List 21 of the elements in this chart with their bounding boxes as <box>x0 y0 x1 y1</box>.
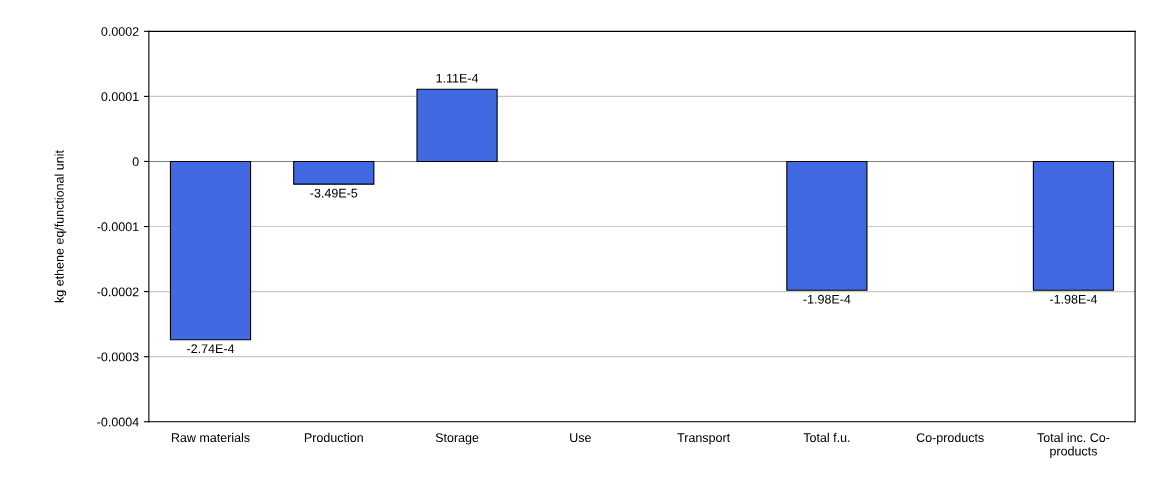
data-label: -1.98E-4 <box>803 294 851 304</box>
y-tick-label: 0 <box>132 157 139 167</box>
y-tick-label: 0.0002 <box>101 27 139 36</box>
data-label: -3.49E-5 <box>310 188 358 198</box>
x-tick-label: Total inc. Co- products <box>1037 432 1110 458</box>
x-tick-label: Raw materials <box>171 432 250 443</box>
x-tick-label: Co-products <box>916 432 984 445</box>
y-axis-title: kg ethene eq/functional unit <box>54 150 67 303</box>
y-tick-label: -0.0003 <box>97 352 139 362</box>
x-tick-label: Use <box>570 433 591 443</box>
data-label: 1.11E-4 <box>436 73 479 83</box>
y-tick-label: -0.0004 <box>97 417 139 427</box>
y-tick-label: 0.0001 <box>101 92 139 102</box>
data-label: -2.74E-4 <box>187 344 235 353</box>
x-tick-label: Total f.u. <box>803 432 850 443</box>
data-label: -1.98E-4 <box>1050 294 1098 304</box>
x-tick-label: Transport <box>677 433 731 445</box>
x-tick-label: Storage <box>435 433 479 445</box>
x-tick-label: Production <box>304 432 363 443</box>
y-tick-label: -0.0001 <box>97 222 139 232</box>
y-tick-label: -0.0002 <box>97 287 139 297</box>
